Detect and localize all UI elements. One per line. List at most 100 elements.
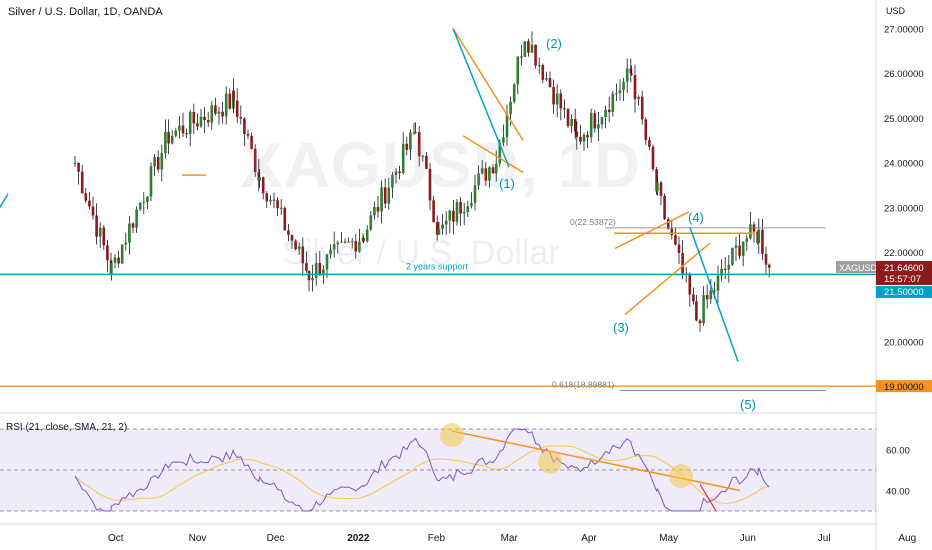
- candle-body: [512, 84, 516, 102]
- candle-body: [373, 206, 376, 216]
- candle-body: [387, 187, 391, 204]
- candle-body: [110, 262, 113, 275]
- candle-body: [698, 320, 702, 324]
- candle-body: [203, 116, 206, 121]
- candle-body: [269, 199, 272, 202]
- candle-body: [185, 133, 188, 135]
- candle-body: [128, 223, 131, 243]
- candle-body: [261, 177, 265, 194]
- wedge-upper-line: [452, 28, 524, 141]
- candle-body: [480, 168, 484, 174]
- candle-body: [290, 234, 294, 241]
- candle-body: [674, 235, 677, 245]
- wave-line: [452, 28, 510, 168]
- candle-body: [350, 241, 354, 243]
- candle-body: [153, 157, 156, 167]
- candle-body: [593, 113, 597, 129]
- candle-body: [414, 132, 417, 134]
- candle-body: [625, 68, 629, 82]
- candle-body: [604, 109, 607, 118]
- time-tick-label: Aug: [898, 533, 916, 544]
- candle-body: [622, 81, 625, 91]
- candle-body: [607, 109, 611, 113]
- rsi-arrow: [699, 484, 717, 512]
- time-tick-label: Feb: [428, 533, 446, 544]
- candle-body: [343, 241, 347, 243]
- candle-body: [398, 171, 401, 174]
- time-tick-label: 2022: [347, 533, 370, 544]
- rsi-highlight-circle: [538, 449, 562, 474]
- rsi-line: [74, 428, 770, 512]
- candle-body: [734, 245, 738, 248]
- candle-body: [239, 117, 243, 119]
- candle-body: [336, 242, 340, 245]
- candle-body: [383, 187, 387, 204]
- candle-body: [597, 124, 600, 129]
- candle-body: [362, 238, 365, 242]
- candle-body: [307, 270, 311, 281]
- candle-body: [138, 202, 142, 210]
- candle-body: [232, 90, 235, 101]
- candle-body: [228, 93, 232, 109]
- candle-body: [494, 163, 498, 174]
- time-tick-label: Apr: [581, 533, 597, 544]
- candle-body: [767, 264, 771, 268]
- candle-body: [394, 171, 398, 176]
- candle-body: [692, 294, 695, 302]
- candle-body: [365, 229, 369, 242]
- candle-body: [738, 245, 741, 256]
- time-tick-label: May: [659, 533, 678, 544]
- candle-body: [206, 120, 210, 123]
- candle-body: [246, 134, 250, 136]
- candle-body: [466, 206, 470, 213]
- candle-body: [272, 199, 276, 201]
- candle-body: [615, 93, 618, 95]
- candle-body: [666, 219, 670, 229]
- candle-body: [421, 155, 425, 157]
- price-tick-label: 27.00000: [884, 25, 924, 36]
- candle-body: [358, 241, 361, 252]
- price-tag: [876, 261, 932, 285]
- candle-body: [340, 241, 343, 243]
- rsi-tick-label: 60.00: [886, 446, 910, 457]
- candle-body: [332, 244, 336, 250]
- candle-body: [713, 290, 716, 292]
- price-tag-value: 21.64600: [884, 263, 924, 274]
- candle-body: [409, 132, 412, 150]
- candle-body: [589, 113, 593, 138]
- candle-body: [98, 227, 102, 237]
- candle-body: [113, 257, 117, 263]
- candle-body: [135, 209, 138, 228]
- candle-body: [265, 193, 269, 202]
- candle-body: [520, 56, 523, 58]
- candle-body: [484, 168, 488, 181]
- candle-body: [444, 220, 448, 225]
- wave-label: (4): [688, 210, 704, 225]
- chart-title: Silver / U.S. Dollar, 1D, OANDA: [8, 6, 163, 18]
- candle-body: [473, 185, 477, 203]
- price-tag-countdown: 15:57:07: [884, 274, 921, 285]
- candle-body: [640, 96, 644, 120]
- candle-body: [131, 223, 135, 228]
- candle-body: [695, 301, 698, 321]
- candle-body: [455, 202, 459, 222]
- candle-body: [502, 137, 505, 143]
- candle-body: [530, 44, 534, 53]
- candle-body: [509, 101, 512, 115]
- candle-body: [217, 111, 221, 114]
- candle-body: [555, 93, 559, 105]
- candle-body: [688, 274, 692, 295]
- candle-body: [491, 167, 495, 174]
- candle-body: [354, 241, 358, 252]
- candle-body: [294, 240, 297, 250]
- candle-body: [224, 93, 228, 117]
- level-tag-value: 19.00000: [884, 382, 924, 393]
- wave-label: (2): [546, 36, 562, 51]
- candle-body: [629, 68, 633, 74]
- candle-body: [681, 253, 684, 274]
- candle-body: [559, 93, 563, 109]
- candle-body: [600, 117, 604, 125]
- price-tick-label: 25.00000: [884, 114, 924, 125]
- candle-body: [196, 123, 199, 127]
